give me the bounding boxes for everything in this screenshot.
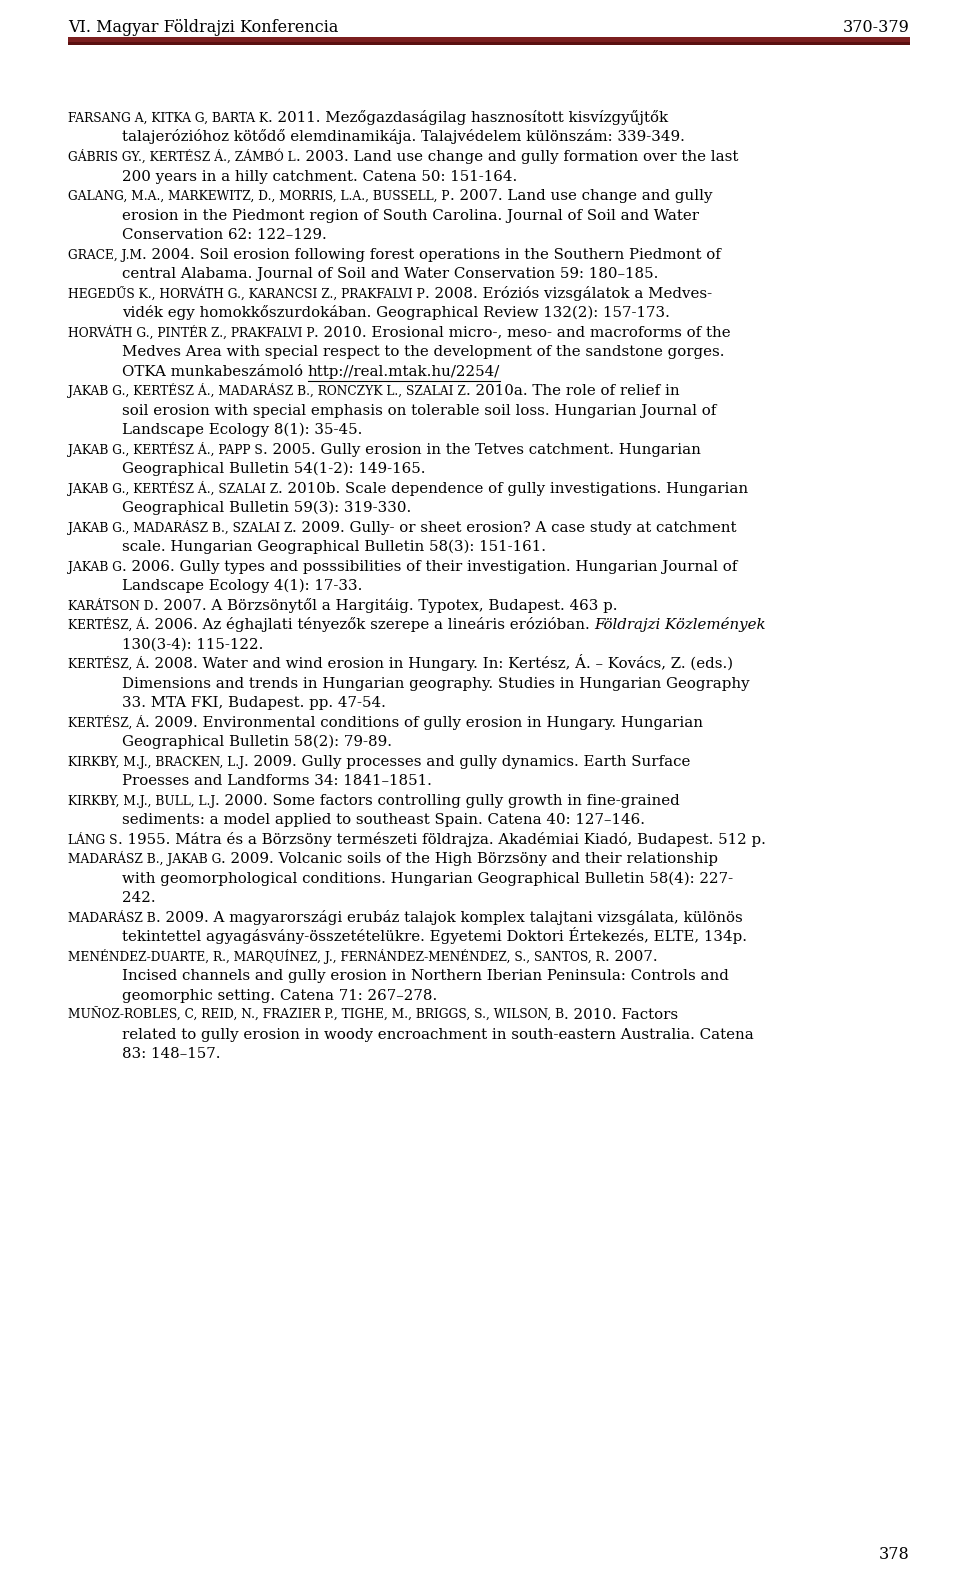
Text: talajerózióhoz kötődő elemdinamikája. Talajvédelem különszám: 339-349.: talajerózióhoz kötődő elemdinamikája. Ta… bbox=[122, 130, 684, 144]
Text: MUÑOZ-ROBLES, C, REID, N., FRAZIER P., TIGHE, M., BRIGGS, S., WILSON, B: MUÑOZ-ROBLES, C, REID, N., FRAZIER P., T… bbox=[68, 1007, 564, 1022]
Text: KARÁTSON D: KARÁTSON D bbox=[68, 599, 154, 613]
Text: Dimensions and trends in Hungarian geography. Studies in Hungarian Geography: Dimensions and trends in Hungarian geogr… bbox=[122, 676, 750, 691]
Text: . 2008. Eróziós vizsgálatok a Medves-: . 2008. Eróziós vizsgálatok a Medves- bbox=[424, 285, 712, 301]
Text: tekintettel agyagásvány-összetételükre. Egyetemi Doktori Értekezés, ELTE, 134p.: tekintettel agyagásvány-összetételükre. … bbox=[122, 927, 747, 944]
Text: . 2010. Erosional micro-, meso- and macroforms of the: . 2010. Erosional micro-, meso- and macr… bbox=[315, 325, 732, 339]
Text: Földrajzi Közlemények: Földrajzi Közlemények bbox=[594, 618, 766, 632]
Text: . 2005. Gully erosion in the Tetves catchment. Hungarian: . 2005. Gully erosion in the Tetves catc… bbox=[263, 442, 701, 456]
Text: sediments: a model applied to southeast Spain. Catena 40: 127–146.: sediments: a model applied to southeast … bbox=[122, 813, 645, 827]
Text: JAKAB G., KERTÉSZ Á., SZALAI Z: JAKAB G., KERTÉSZ Á., SZALAI Z bbox=[68, 480, 278, 496]
Text: soil erosion with special emphasis on tolerable soil loss. Hungarian Journal of: soil erosion with special emphasis on to… bbox=[122, 404, 716, 418]
Text: . 2009. A magyarországi erubáz talajok komplex talajtani vizsgálata, különös: . 2009. A magyarországi erubáz talajok k… bbox=[156, 909, 742, 925]
Text: Conservation 62: 122–129.: Conservation 62: 122–129. bbox=[122, 228, 326, 242]
Text: scale. Hungarian Geographical Bulletin 58(3): 151-161.: scale. Hungarian Geographical Bulletin 5… bbox=[122, 540, 546, 554]
Text: . 2008. Water and wind erosion in Hungary. In: Kertész, Á. – Kovács, Z. (eds.): . 2008. Water and wind erosion in Hungar… bbox=[145, 654, 733, 672]
Text: vidék egy homokkőszurdokában. Geographical Review 132(2): 157-173.: vidék egy homokkőszurdokában. Geographic… bbox=[122, 306, 670, 320]
Text: KIRKBY, M.J., BULL, L.J: KIRKBY, M.J., BULL, L.J bbox=[68, 795, 215, 808]
Text: JAKAB G., KERTÉSZ Á., PAPP S: JAKAB G., KERTÉSZ Á., PAPP S bbox=[68, 442, 263, 456]
Text: . 2006. Gully types and posssibilities of their investigation. Hungarian Journal: . 2006. Gully types and posssibilities o… bbox=[122, 559, 737, 573]
Text: JAKAB G., MADARÁSZ B., SZALAI Z: JAKAB G., MADARÁSZ B., SZALAI Z bbox=[68, 520, 293, 534]
Text: . 2003. Land use change and gully formation over the last: . 2003. Land use change and gully format… bbox=[296, 150, 738, 165]
Text: . 2007.: . 2007. bbox=[605, 949, 658, 963]
Text: Geographical Bulletin 59(3): 319-330.: Geographical Bulletin 59(3): 319-330. bbox=[122, 501, 411, 515]
Text: Incised channels and gully erosion in Northern Iberian Peninsula: Controls and: Incised channels and gully erosion in No… bbox=[122, 969, 729, 984]
Text: 378: 378 bbox=[879, 1546, 910, 1563]
Text: VI. Magyar Földrajzi Konferencia: VI. Magyar Földrajzi Konferencia bbox=[68, 19, 338, 36]
Text: . 2009. Environmental conditions of gully erosion in Hungary. Hungarian: . 2009. Environmental conditions of gull… bbox=[145, 716, 703, 730]
Text: . 2010b. Scale dependence of gully investigations. Hungarian: . 2010b. Scale dependence of gully inves… bbox=[278, 482, 749, 496]
Text: http://real.mtak.hu/2254/: http://real.mtak.hu/2254/ bbox=[308, 364, 500, 379]
Text: MADARÁSZ B., JAKAB G: MADARÁSZ B., JAKAB G bbox=[68, 851, 222, 866]
Text: related to gully erosion in woody encroachment in south-eastern Australia. Caten: related to gully erosion in woody encroa… bbox=[122, 1028, 754, 1042]
Text: . 2006. Az éghajlati tényezők szerepe a lineáris erózióban.: . 2006. Az éghajlati tényezők szerepe a … bbox=[145, 618, 594, 632]
Text: central Alabama. Journal of Soil and Water Conservation 59: 180–185.: central Alabama. Journal of Soil and Wat… bbox=[122, 268, 659, 280]
Text: Proesses and Landforms 34: 1841–1851.: Proesses and Landforms 34: 1841–1851. bbox=[122, 775, 432, 787]
Text: . 1955. Mátra és a Börzsöny természeti földrajza. Akadémiai Kiadó, Budapest. 512: . 1955. Mátra és a Börzsöny természeti f… bbox=[117, 832, 765, 846]
Text: 370-379: 370-379 bbox=[843, 19, 910, 36]
Text: with geomorphological conditions. Hungarian Geographical Bulletin 58(4): 227-: with geomorphological conditions. Hungar… bbox=[122, 871, 733, 885]
Text: . 2000. Some factors controlling gully growth in fine-grained: . 2000. Some factors controlling gully g… bbox=[215, 794, 680, 808]
Text: . 2009. Gully- or sheet erosion? A case study at catchment: . 2009. Gully- or sheet erosion? A case … bbox=[293, 521, 737, 534]
Text: FARSANG A, KITKA G, BARTA K: FARSANG A, KITKA G, BARTA K bbox=[68, 112, 268, 125]
Text: OTKA munkabeszámoló: OTKA munkabeszámoló bbox=[122, 364, 308, 379]
Text: . 2011. Mezőgazdaságilag hasznosított kisvízgyűjtők: . 2011. Mezőgazdaságilag hasznosított ki… bbox=[268, 109, 668, 125]
Text: JAKAB G., KERTÉSZ Á., MADARÁSZ B., RONCZYK L., SZALAI Z: JAKAB G., KERTÉSZ Á., MADARÁSZ B., RONCZ… bbox=[68, 383, 466, 398]
Text: 130(3-4): 115-122.: 130(3-4): 115-122. bbox=[122, 637, 263, 651]
Text: Medves Area with special respect to the development of the sandstone gorges.: Medves Area with special respect to the … bbox=[122, 345, 725, 360]
Text: 242.: 242. bbox=[122, 892, 156, 904]
Text: GRACE, J.M: GRACE, J.M bbox=[68, 249, 142, 261]
Text: erosion in the Piedmont region of South Carolina. Journal of Soil and Water: erosion in the Piedmont region of South … bbox=[122, 209, 699, 222]
Text: 33. MTA FKI, Budapest. pp. 47-54.: 33. MTA FKI, Budapest. pp. 47-54. bbox=[122, 695, 386, 710]
Text: Landscape Ecology 4(1): 17-33.: Landscape Ecology 4(1): 17-33. bbox=[122, 578, 362, 592]
Text: . 2004. Soil erosion following forest operations in the Southern Piedmont of: . 2004. Soil erosion following forest op… bbox=[142, 247, 721, 261]
Text: KIRKBY, M.J., BRACKEN, L.J: KIRKBY, M.J., BRACKEN, L.J bbox=[68, 756, 244, 768]
Text: HEGEDŰS K., HORVÁTH G., KARANCSI Z., PRAKFALVI P: HEGEDŰS K., HORVÁTH G., KARANCSI Z., PRA… bbox=[68, 287, 424, 301]
Text: . 2009. Volcanic soils of the High Börzsöny and their relationship: . 2009. Volcanic soils of the High Börzs… bbox=[222, 852, 718, 866]
Text: MADARÁSZ B: MADARÁSZ B bbox=[68, 911, 156, 925]
Text: GALANG, M.A., MARKEWITZ, D., MORRIS, L.A., BUSSELL, P: GALANG, M.A., MARKEWITZ, D., MORRIS, L.A… bbox=[68, 190, 449, 203]
Text: Geographical Bulletin 54(1-2): 149-165.: Geographical Bulletin 54(1-2): 149-165. bbox=[122, 461, 425, 477]
Text: GÁBRIS GY., KERTÉSZ Á., ZÁMBÓ L: GÁBRIS GY., KERTÉSZ Á., ZÁMBÓ L bbox=[68, 149, 296, 165]
Bar bbox=[68, 36, 910, 43]
Text: 83: 148–157.: 83: 148–157. bbox=[122, 1047, 221, 1061]
Bar bbox=[68, 43, 910, 46]
Text: KERTÉSZ, Á: KERTÉSZ, Á bbox=[68, 716, 145, 730]
Text: . 2009. Gully processes and gully dynamics. Earth Surface: . 2009. Gully processes and gully dynami… bbox=[244, 754, 690, 768]
Text: LÁNG S: LÁNG S bbox=[68, 833, 117, 846]
Text: . 2010. Factors: . 2010. Factors bbox=[564, 1007, 679, 1022]
Text: 200 years in a hilly catchment. Catena 50: 151-164.: 200 years in a hilly catchment. Catena 5… bbox=[122, 169, 517, 184]
Text: . 2007. A Börzsönytől a Hargitáig. Typotex, Budapest. 463 p.: . 2007. A Börzsönytől a Hargitáig. Typot… bbox=[154, 597, 617, 613]
Text: HORVÁTH G., PINTÉR Z., PRAKFALVI P: HORVÁTH G., PINTÉR Z., PRAKFALVI P bbox=[68, 325, 315, 339]
Text: . 2007. Land use change and gully: . 2007. Land use change and gully bbox=[449, 188, 712, 203]
Text: . 2010a. The role of relief in: . 2010a. The role of relief in bbox=[466, 383, 680, 398]
Text: Landscape Ecology 8(1): 35-45.: Landscape Ecology 8(1): 35-45. bbox=[122, 423, 362, 437]
Text: geomorphic setting. Catena 71: 267–278.: geomorphic setting. Catena 71: 267–278. bbox=[122, 988, 437, 1003]
Text: Geographical Bulletin 58(2): 79-89.: Geographical Bulletin 58(2): 79-89. bbox=[122, 735, 392, 749]
Text: JAKAB G: JAKAB G bbox=[68, 561, 122, 573]
Text: KERTÉSZ, Á: KERTÉSZ, Á bbox=[68, 618, 145, 632]
Text: KERTÉSZ, Á: KERTÉSZ, Á bbox=[68, 657, 145, 672]
Text: MENÉNDEZ-DUARTE, R., MARQUÍNEZ, J., FERNÁNDEZ-MENÉNDEZ, S., SANTOS, R: MENÉNDEZ-DUARTE, R., MARQUÍNEZ, J., FERN… bbox=[68, 949, 605, 963]
